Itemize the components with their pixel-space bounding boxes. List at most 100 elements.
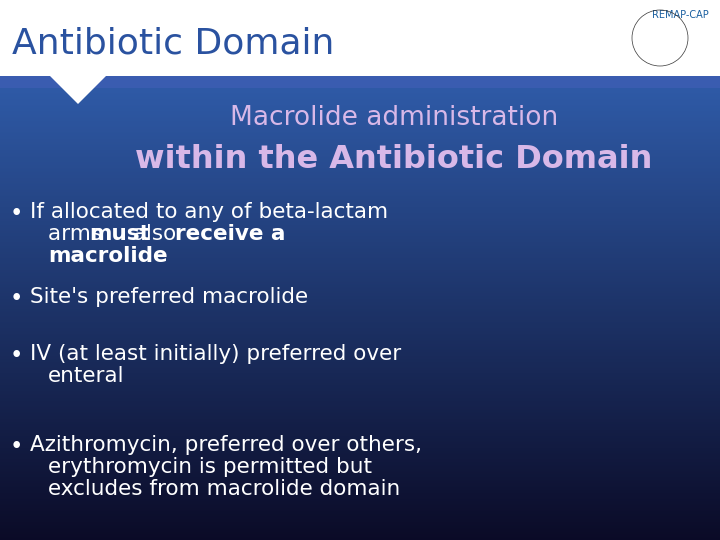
Bar xyxy=(0,528,720,529)
Bar xyxy=(0,471,720,472)
Bar xyxy=(0,141,720,142)
Bar xyxy=(0,134,720,136)
Bar xyxy=(0,287,720,288)
Bar xyxy=(0,368,720,370)
Bar xyxy=(0,214,720,216)
Bar xyxy=(0,422,720,424)
Bar xyxy=(0,92,720,94)
Bar xyxy=(0,355,720,356)
Bar xyxy=(0,252,720,254)
Bar xyxy=(0,139,720,141)
Bar xyxy=(0,421,720,422)
Bar xyxy=(0,483,720,484)
Bar xyxy=(0,468,720,469)
Bar xyxy=(0,192,720,193)
Bar xyxy=(0,335,720,336)
Bar xyxy=(0,225,720,227)
Bar xyxy=(0,361,720,362)
Bar xyxy=(0,362,720,364)
Bar xyxy=(0,224,720,225)
Bar xyxy=(0,321,720,323)
Bar xyxy=(0,370,720,372)
Bar xyxy=(0,227,720,228)
Bar xyxy=(0,212,720,213)
Bar xyxy=(0,148,720,150)
Bar xyxy=(0,454,720,456)
Bar xyxy=(0,100,720,102)
Bar xyxy=(0,341,720,342)
Bar xyxy=(0,220,720,222)
Bar xyxy=(0,204,720,206)
Bar xyxy=(0,106,720,107)
Bar xyxy=(0,109,720,111)
Bar xyxy=(0,172,720,174)
Bar xyxy=(0,523,720,525)
Bar xyxy=(0,170,720,171)
Text: must: must xyxy=(89,224,150,244)
Bar xyxy=(0,302,720,303)
Text: enteral: enteral xyxy=(48,366,125,386)
Bar xyxy=(0,538,720,540)
Bar xyxy=(0,118,720,120)
Bar xyxy=(0,281,720,282)
Bar xyxy=(0,478,720,480)
Bar xyxy=(0,431,720,433)
Bar xyxy=(0,144,720,145)
Bar xyxy=(0,383,720,385)
Bar xyxy=(0,534,720,536)
Bar xyxy=(0,481,720,483)
Bar xyxy=(0,254,720,255)
Bar xyxy=(0,386,720,388)
Bar xyxy=(0,130,720,132)
Bar xyxy=(0,350,720,352)
Bar xyxy=(0,123,720,124)
Bar xyxy=(0,469,720,471)
Bar xyxy=(0,120,720,121)
Bar xyxy=(0,336,720,338)
Bar xyxy=(0,300,720,302)
Bar xyxy=(0,159,720,160)
Bar xyxy=(0,288,720,290)
Bar xyxy=(0,436,720,437)
Bar xyxy=(0,290,720,292)
Bar xyxy=(0,231,720,233)
Bar xyxy=(0,181,720,183)
Bar xyxy=(0,275,720,276)
Bar xyxy=(0,138,720,139)
Bar xyxy=(0,165,720,166)
Bar xyxy=(0,410,720,412)
Polygon shape xyxy=(50,76,106,104)
Bar xyxy=(0,218,720,219)
Bar xyxy=(0,367,720,368)
Text: excludes from macrolide domain: excludes from macrolide domain xyxy=(48,479,400,499)
Bar xyxy=(0,96,720,97)
Bar xyxy=(0,319,720,320)
Text: Macrolide administration: Macrolide administration xyxy=(230,105,558,131)
Bar xyxy=(0,315,720,317)
Bar xyxy=(0,160,720,162)
Bar xyxy=(0,347,720,349)
Bar xyxy=(0,477,720,478)
Text: within the Antibiotic Domain: within the Antibiotic Domain xyxy=(135,145,653,176)
Text: receive a: receive a xyxy=(175,224,286,244)
Bar xyxy=(0,91,720,92)
Bar xyxy=(0,356,720,357)
Text: Antibiotic Domain: Antibiotic Domain xyxy=(12,27,334,61)
Bar xyxy=(0,328,720,329)
Bar xyxy=(0,513,720,515)
Bar xyxy=(0,441,720,442)
Bar xyxy=(0,531,720,532)
Bar xyxy=(0,210,720,212)
Bar xyxy=(0,529,720,531)
Bar xyxy=(0,199,720,201)
Bar xyxy=(0,517,720,519)
Bar xyxy=(0,235,720,237)
Bar xyxy=(0,208,720,210)
Bar xyxy=(0,403,720,404)
Bar xyxy=(0,332,720,334)
Bar xyxy=(0,418,720,420)
Bar xyxy=(0,278,720,279)
Bar xyxy=(0,258,720,260)
Bar xyxy=(0,385,720,386)
Bar xyxy=(0,276,720,278)
